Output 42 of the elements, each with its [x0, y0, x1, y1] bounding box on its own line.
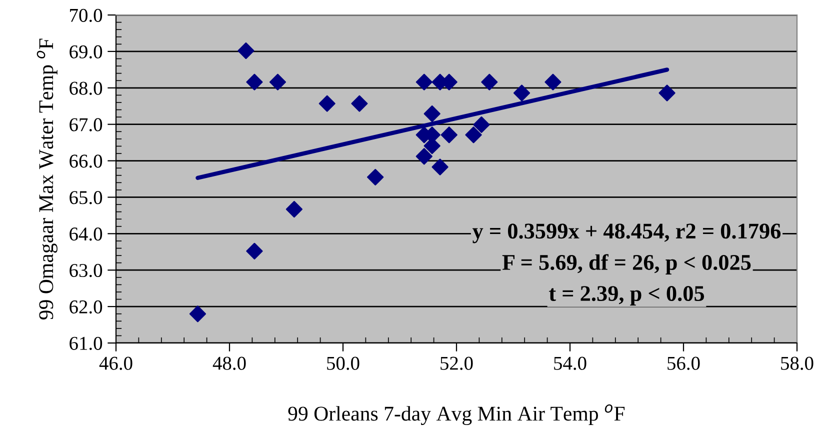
point: [318, 95, 336, 112]
point: [246, 242, 263, 260]
point: [246, 74, 263, 90]
x-tick-label: 58.0: [781, 356, 814, 370]
y-tick-label: 65.0: [70, 191, 102, 204]
annotation: y = 0.3599x + 48.454, r2 = 0.1796: [472, 224, 781, 244]
point: [189, 306, 206, 322]
x-tick-label: 46.0: [99, 356, 132, 370]
annotation: t = 2.39, p < 0.05: [549, 286, 704, 306]
point: [465, 126, 482, 144]
point: [513, 84, 530, 102]
y-tick-label: 63.0: [70, 264, 102, 278]
x-tick-label: 52.0: [440, 356, 473, 370]
y-tick-label: 70.0: [70, 8, 102, 22]
x-axis-title: 99 Orleans 7-day Avg Min Air Temp $^{o}$F: [288, 404, 625, 426]
y-axis-title: 99 Omagaar Max Water Temp $^{o}$F: [36, 38, 58, 320]
y-tick-label: 68.0: [70, 82, 102, 95]
point: [286, 200, 302, 218]
x-tick-label: 56.0: [668, 356, 700, 370]
y-tick-label: 64.0: [70, 227, 102, 241]
x-tick-label: 54.0: [554, 356, 586, 370]
point: [367, 168, 384, 186]
point: [658, 84, 676, 102]
point: [269, 74, 286, 90]
point: [351, 95, 368, 112]
y-tick-label: 62.0: [70, 300, 102, 314]
y-tick-label: 67.0: [70, 118, 102, 132]
y-tick-label: 66.0: [70, 154, 102, 168]
point: [544, 74, 562, 90]
x-tick-label: 50.0: [327, 356, 360, 370]
point: [416, 148, 432, 165]
point: [424, 105, 440, 122]
point: [416, 74, 432, 90]
point: [238, 42, 254, 60]
point: [440, 126, 458, 144]
point: [432, 158, 448, 176]
point: [481, 74, 498, 90]
x-tick-label: 48.0: [212, 356, 246, 370]
y-tick-label: 69.0: [70, 45, 102, 58]
y-tick-label: 61.0: [70, 336, 102, 350]
point: [473, 116, 490, 133]
annotation: F = 5.69, df = 26, p < 0.025: [502, 254, 751, 274]
